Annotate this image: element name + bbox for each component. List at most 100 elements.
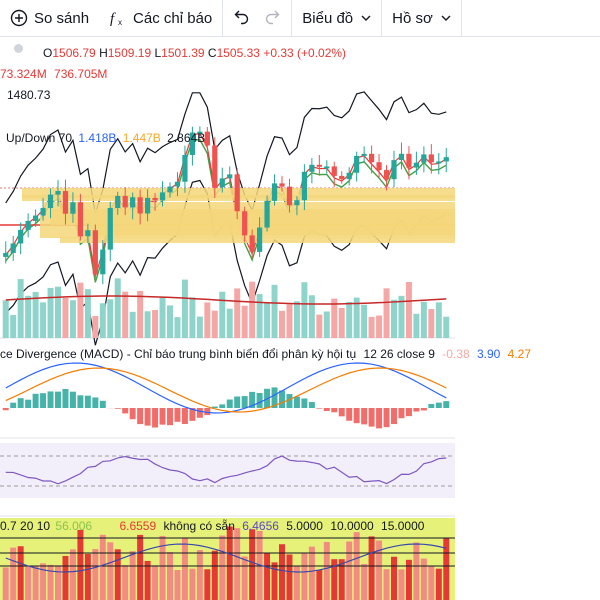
bottom-value-5: 5.0000 [286,519,323,533]
macd-histogram-bar [189,408,196,421]
volume-bar [346,301,353,338]
bottom-indicator-legend: 0.7 20 10 56.006 6.6559 không có sẵn 6.4… [0,519,424,533]
volume-bar [301,282,308,338]
candle-body [421,154,427,163]
volume-bar [25,295,32,338]
rsi-line [5,455,447,485]
macd-histogram-bar [174,408,181,422]
candle-body [130,197,136,208]
volume-bar [279,310,285,338]
ohlc-legend: O1506.79 H1509.19 L1501.39 C1505.33 +0.3… [43,46,346,60]
macd-histogram-bar [405,408,412,417]
macd-histogram-value: -0.38 [442,347,470,361]
candle-body [324,166,330,169]
toolbar-divider [460,0,462,37]
macd-histogram-bar [316,408,323,409]
macd-histogram-bar [346,408,353,421]
bottom-indicator-bar [181,537,188,600]
candle-body [256,227,263,252]
candle-body [25,220,31,230]
macd-legend: ce Divergence (MACD) - Chỉ báo trung bìn… [0,347,531,361]
macd-label: ce Divergence (MACD) - Chỉ báo trung bìn… [0,347,357,361]
chart-area[interactable]: O1506.79 H1509.19 L1501.39 C1505.33 +0.3… [0,38,600,600]
macd-histogram-bar [338,408,345,417]
macd-histogram-bar [69,391,76,408]
candle-body [55,191,61,195]
candle-body [212,145,218,188]
candle-body [70,202,76,214]
bottom-indicator-bar [167,552,173,600]
ohlc-low-label: L [154,46,162,60]
bottom-indicator-bar [420,558,427,600]
price-axis[interactable] [455,38,600,600]
volume-bar [316,314,323,338]
volume-bar [129,311,136,338]
candle-body [294,200,300,206]
bottom-indicator-bar [137,534,144,600]
volume-bar [308,295,315,338]
compare-label: So sánh [34,9,90,27]
candle-body [10,243,16,253]
redo-button[interactable] [261,0,291,37]
volume-bar [107,299,114,338]
candle-body [18,229,24,244]
volume-bar [391,299,397,338]
volume-bar [114,278,121,338]
undo-button[interactable] [223,0,261,37]
volume-profile-bar [80,230,600,236]
volume-bar [137,290,144,338]
compare-button[interactable]: So sánh [0,0,99,37]
macd-histogram-bar [219,404,226,408]
macd-histogram-bar [211,406,218,408]
volume-bar [32,291,39,338]
macd-histogram-bar [234,396,241,408]
bottom-value-3: không có sẵn [163,519,235,533]
macd-histogram-bar [241,396,248,408]
updown-value-3: 2.864B [167,131,206,145]
volume-bar [77,282,84,338]
bottom-indicator-label: 0.7 20 10 [0,519,51,533]
candle-body [219,178,225,188]
volume-profile-bar [22,188,600,198]
bottom-indicator-bar [10,547,17,600]
bottom-indicator-bar [152,565,159,600]
bottom-indicator-bar [293,565,300,600]
candle-body [167,186,173,193]
candle-body [3,252,9,257]
candle-body [376,162,382,171]
volume-bar [92,315,99,338]
candle-body [339,175,345,180]
volume-bar [420,301,427,338]
macd-histogram-bar [84,395,91,408]
macd-histogram-bar [308,402,315,408]
candle-body [144,197,151,214]
candle-body [159,192,166,201]
macd-histogram-bar [167,408,173,426]
volume-bar [383,288,390,338]
volume-bar [338,307,345,338]
profile-dropdown[interactable]: Hồ sơ [382,0,461,37]
candle-body [271,183,278,201]
bottom-indicator-bar [264,552,271,600]
bottom-value-1: 56.006 [55,519,93,533]
volume-bar [167,305,173,338]
macd-histogram-bar [323,408,330,412]
macd-histogram-bar [301,398,308,408]
profile-label: Hồ sơ [392,9,433,27]
toolbar-divider [381,0,383,37]
chart-type-dropdown[interactable]: Biểu đồ [292,0,381,37]
updown-value-1: 1.418B [78,131,117,145]
bottom-indicator-bar [144,560,151,600]
candle-body [107,207,113,250]
bottom-indicator-bar [211,550,218,600]
volume-bar [256,294,263,338]
macd-histogram-bar [47,391,54,408]
bottom-indicator-bar [435,568,442,600]
bottom-indicator-bar [122,565,129,600]
ohlc-high-value: 1509.19 [107,46,152,60]
bottom-indicator-bar [323,541,330,600]
candle-body [436,161,442,164]
svg-text:x: x [118,18,122,27]
macd-histogram-bar [435,402,442,408]
